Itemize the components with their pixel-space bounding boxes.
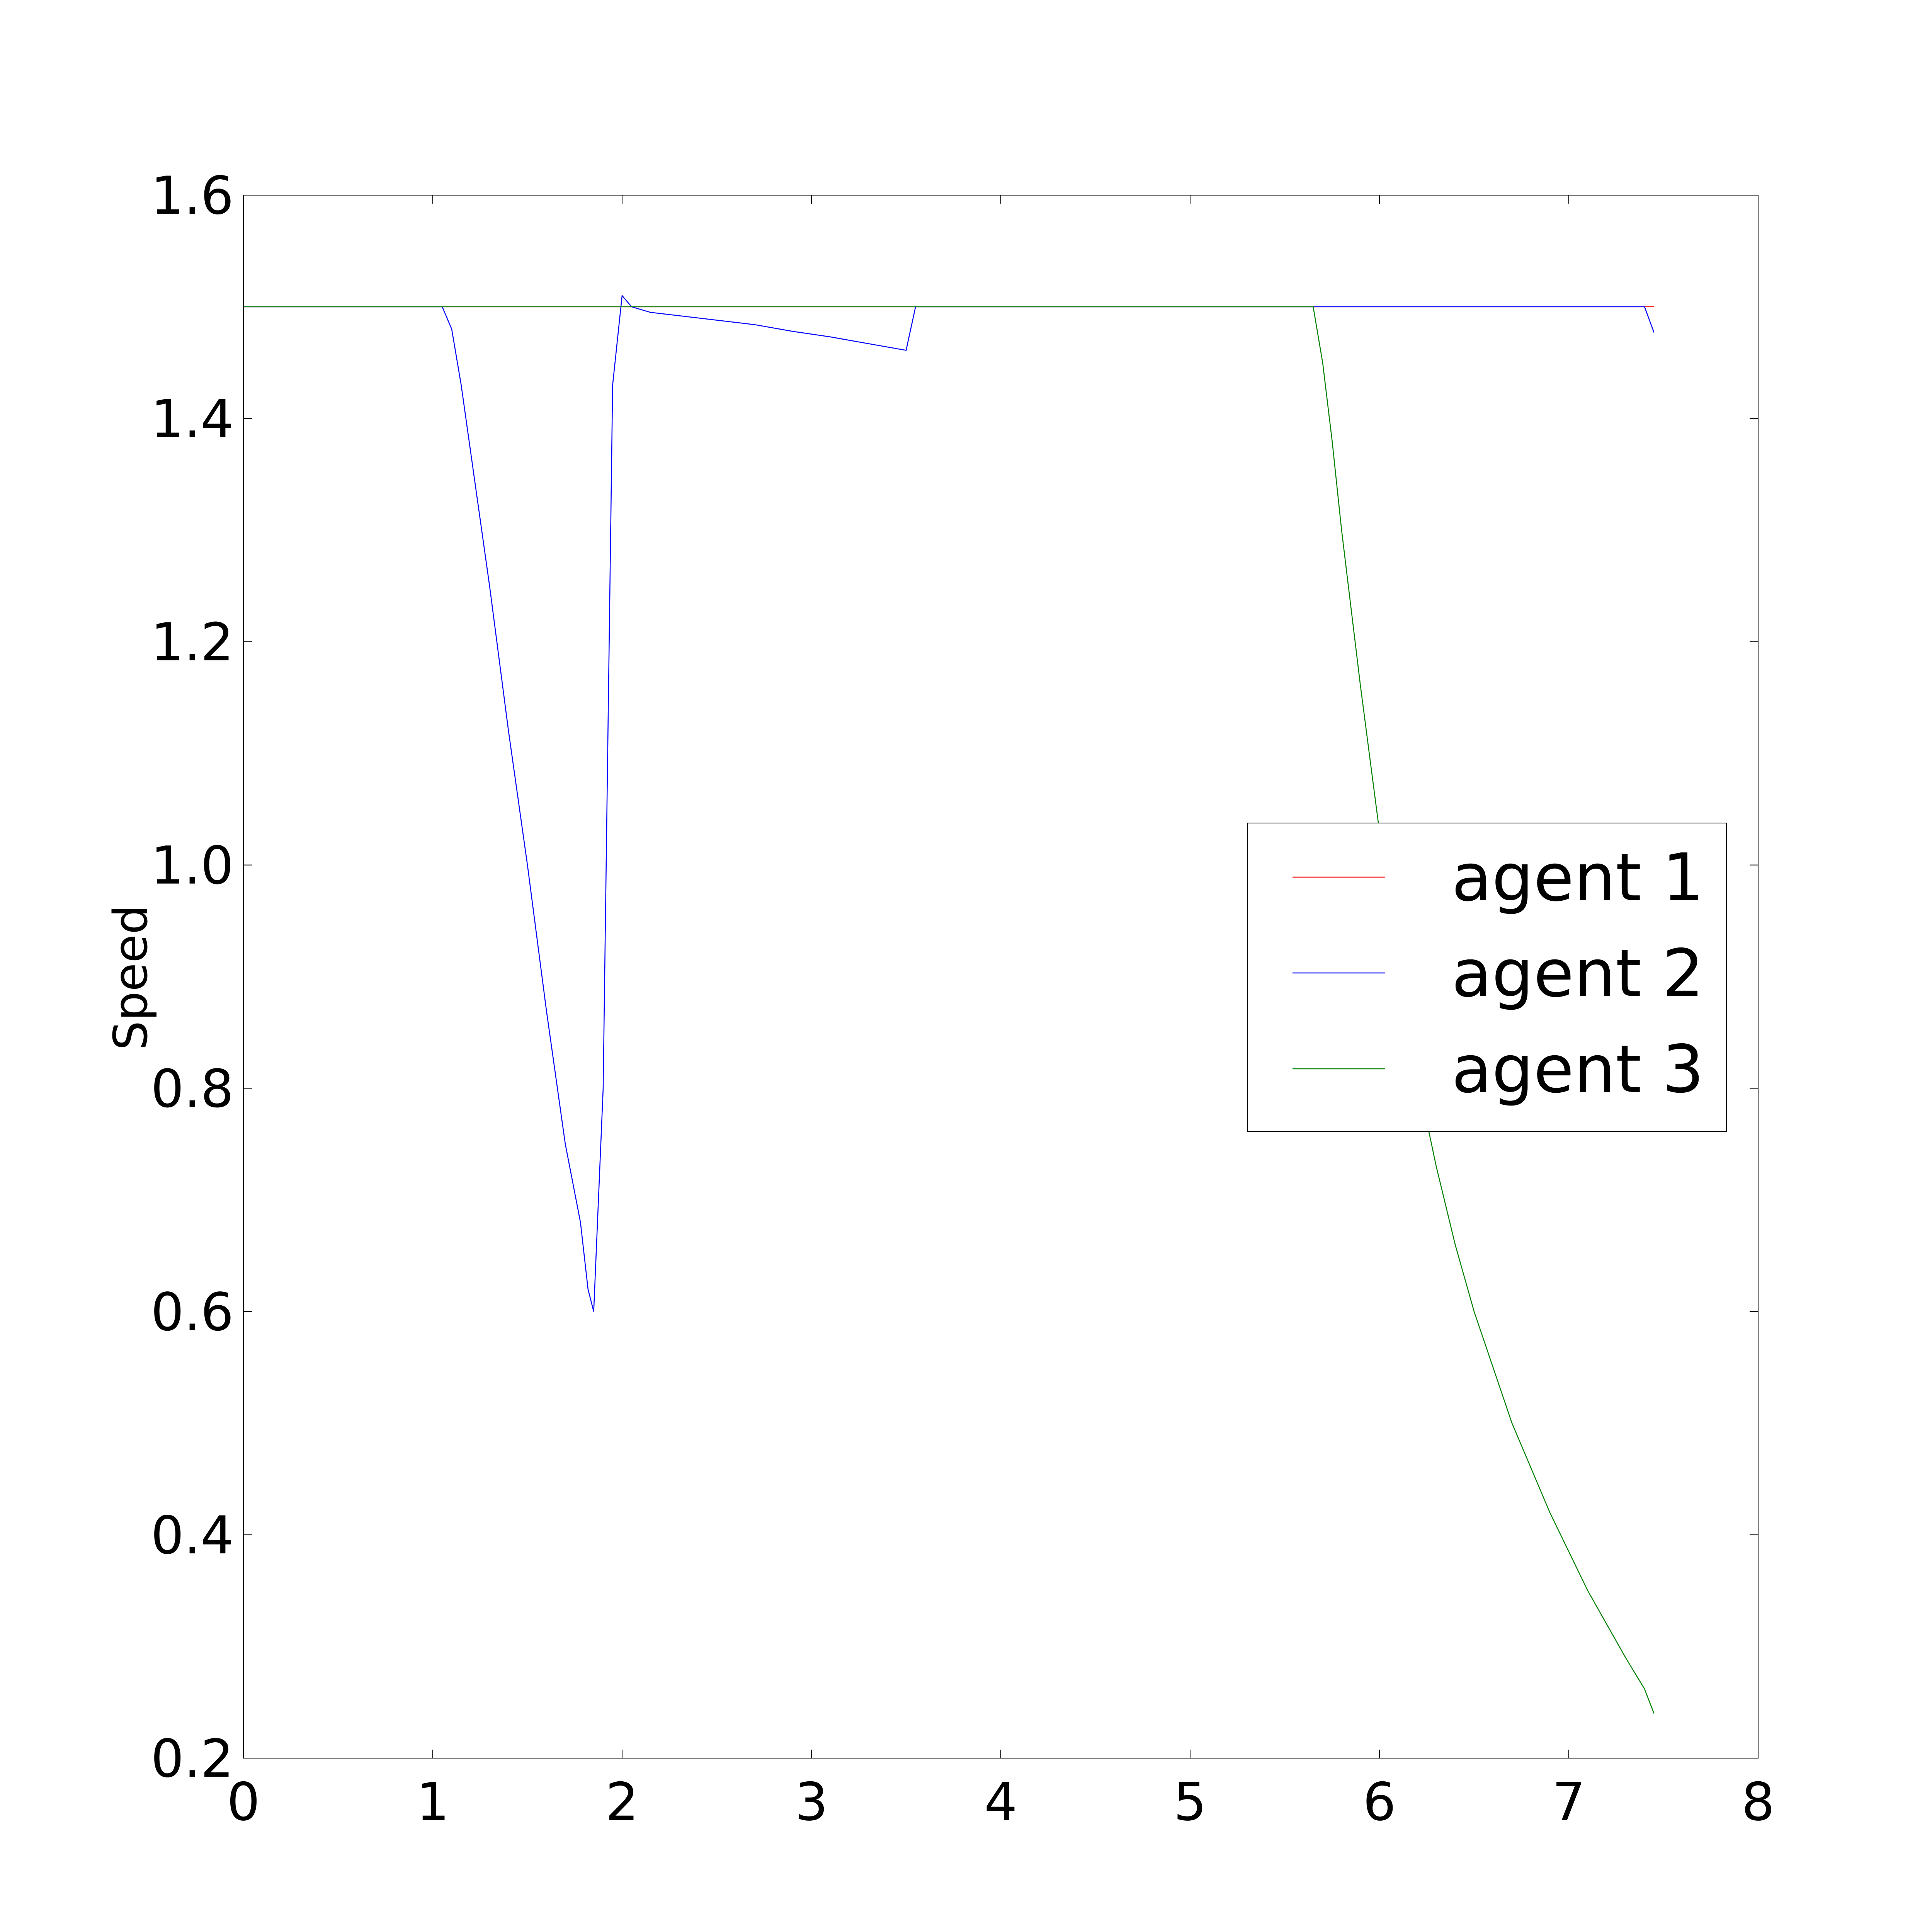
x-tick-label: 0 <box>227 1772 260 1832</box>
x-tick-label: 1 <box>416 1772 449 1832</box>
x-tick-label: 6 <box>1363 1772 1396 1832</box>
x-tick-label: 8 <box>1742 1772 1775 1832</box>
x-tick-label: 3 <box>795 1772 828 1832</box>
plot-frame <box>243 195 1759 1759</box>
y-tick-label: 0.8 <box>151 1058 234 1119</box>
y-tick-label: 1.6 <box>151 165 234 226</box>
labels-layer: 0 1 2 3 4 5 6 7 8 0.2 0.4 0.6 0.8 1.0 1.2 1.4 1.6 <box>151 165 1775 1832</box>
legend-box <box>1247 823 1727 1132</box>
y-tick-label: 1.4 <box>151 389 234 449</box>
legend-label-agent-3: agent 3 <box>1452 1031 1704 1108</box>
legend: agent 1 agent 2 agent 3 <box>1247 823 1727 1132</box>
y-tick-label: 1.0 <box>151 835 234 896</box>
y-axis-label: Speed <box>104 905 158 1050</box>
x-tick-label: 5 <box>1173 1772 1207 1832</box>
legend-label-agent-2: agent 2 <box>1452 935 1704 1012</box>
y-tick-label: 0.6 <box>151 1282 234 1342</box>
y-tick-label: 1.2 <box>151 612 234 673</box>
legend-label-agent-1: agent 1 <box>1452 840 1704 916</box>
x-tick-label: 2 <box>605 1772 639 1832</box>
x-tick-label: 7 <box>1552 1772 1585 1832</box>
x-tick-label: 4 <box>984 1772 1017 1832</box>
y-tick-label: 0.4 <box>151 1505 234 1566</box>
y-tick-label: 0.2 <box>151 1728 234 1789</box>
